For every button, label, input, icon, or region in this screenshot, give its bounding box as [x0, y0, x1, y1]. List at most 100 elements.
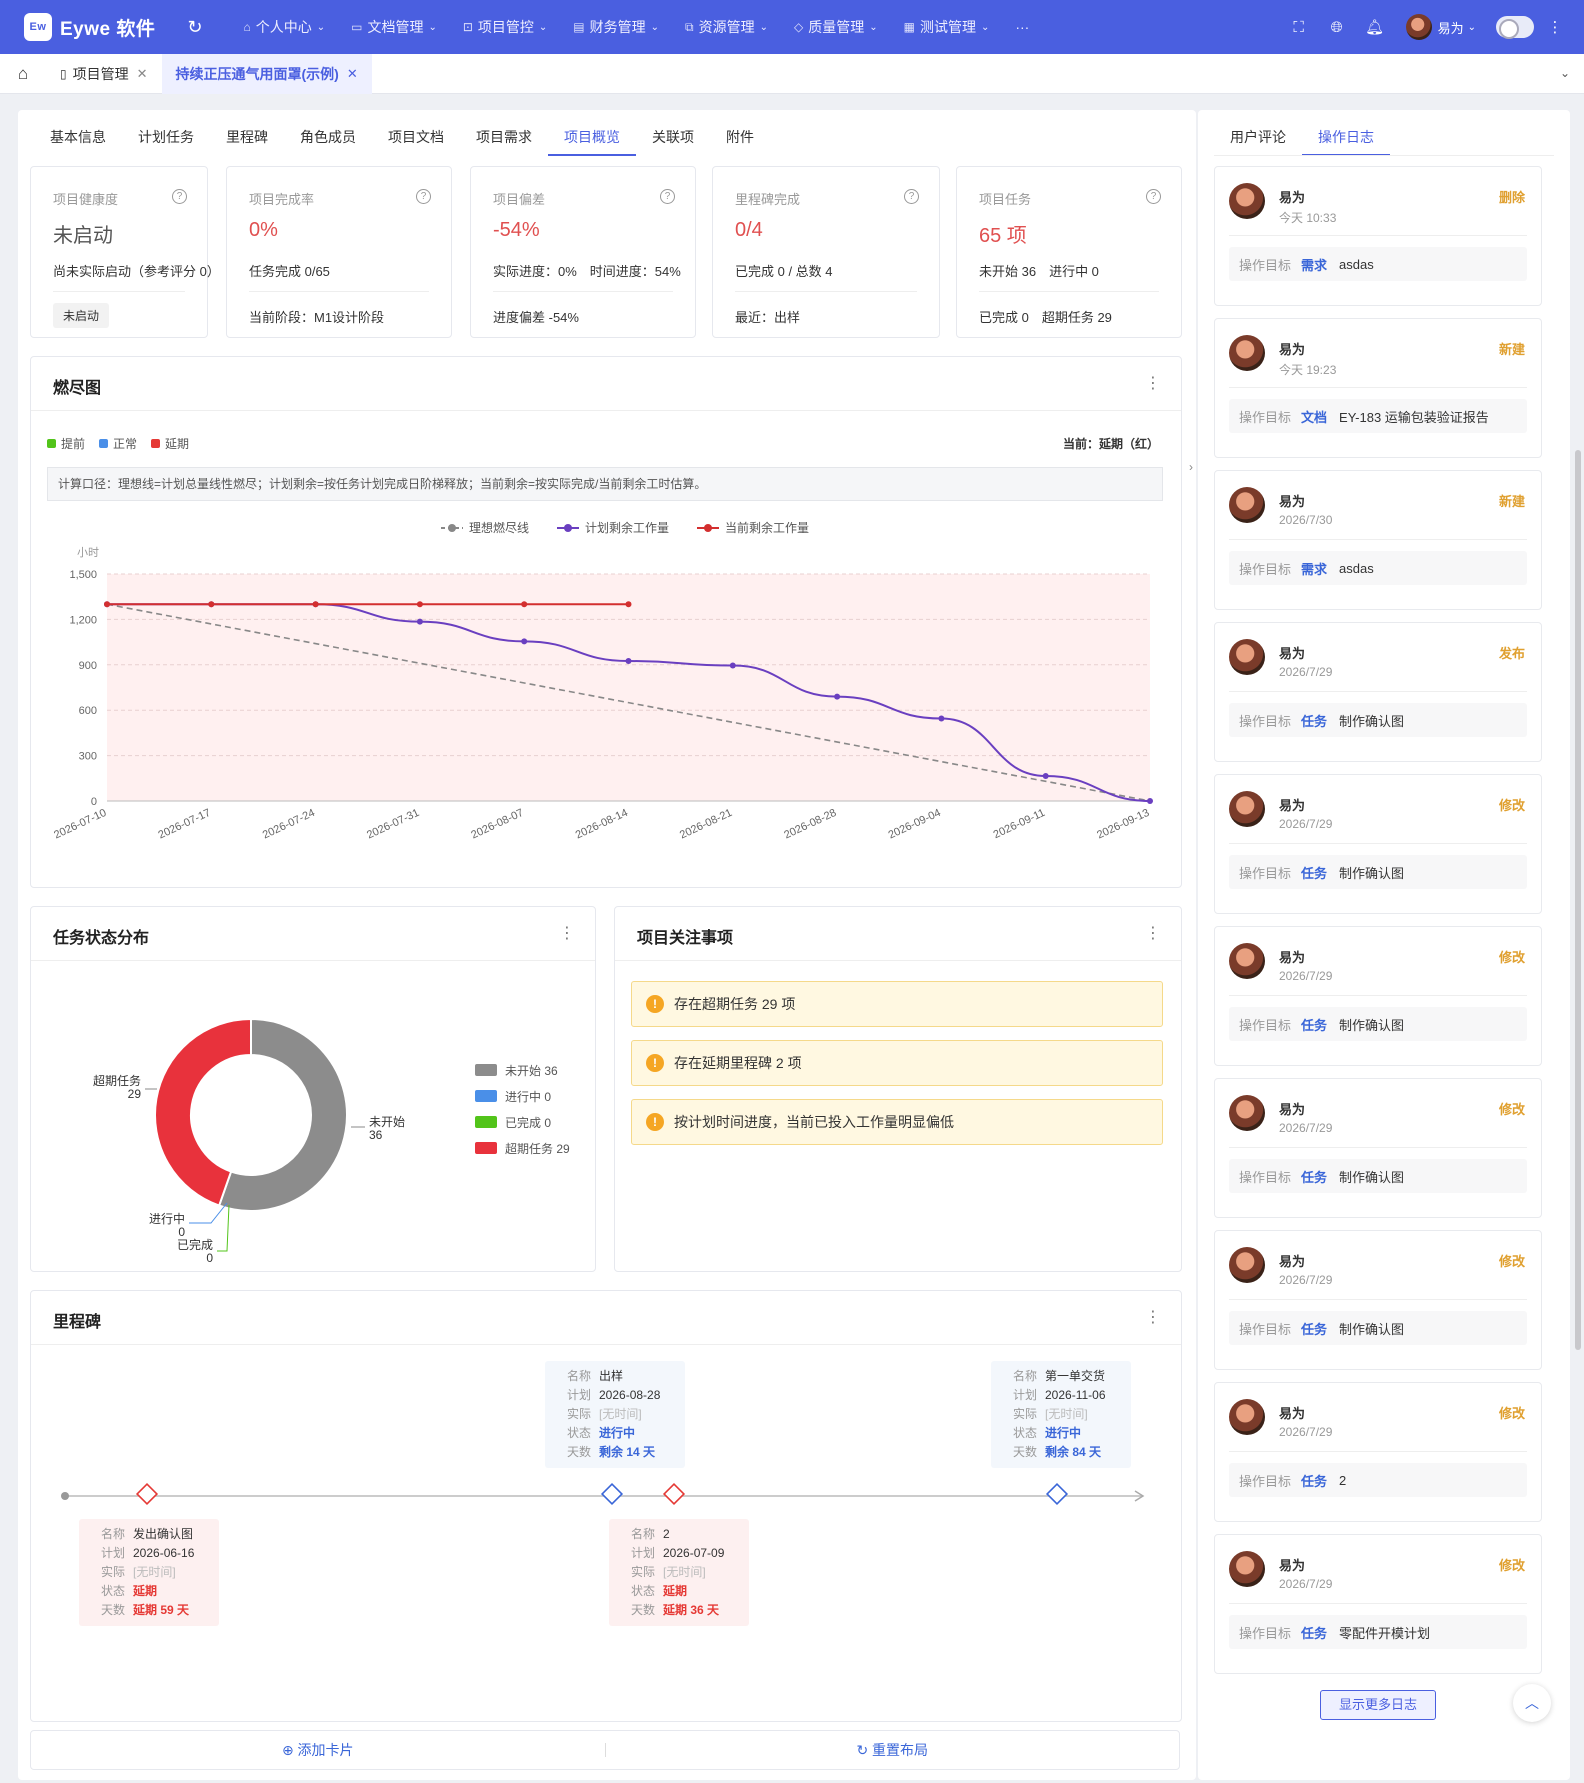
milestone-marker[interactable] — [662, 1482, 686, 1506]
legend-marker — [704, 524, 712, 532]
log-target-name[interactable]: 制作确认图 — [1339, 713, 1405, 729]
log-target-name[interactable]: 制作确认图 — [1339, 1321, 1405, 1337]
more-vertical-icon[interactable]: ⋮ — [559, 925, 575, 942]
log-target-name[interactable]: 2 — [1339, 1472, 1347, 1488]
log-target-type[interactable]: 任务 — [1301, 1473, 1328, 1489]
log-target-type[interactable]: 任务 — [1301, 865, 1328, 881]
subtab-attachments[interactable]: 附件 — [726, 129, 754, 145]
subtab-related[interactable]: 关联项 — [652, 129, 694, 145]
more-vertical-icon[interactable]: ⋮ — [1145, 375, 1161, 392]
log-time: 今天 10:33 — [1279, 211, 1337, 225]
log-target-type[interactable]: 文档 — [1301, 409, 1328, 425]
log-target-name[interactable]: 制作确认图 — [1339, 865, 1405, 881]
log-target[interactable]: 操作目标 任务 制作确认图 — [1229, 1007, 1527, 1041]
subtab-milestones[interactable]: 里程碑 — [226, 129, 268, 145]
data-point — [938, 715, 945, 722]
home-icon[interactable]: ⌂ — [17, 63, 29, 83]
log-target-type[interactable]: 需求 — [1301, 561, 1328, 577]
fullscreen-icon[interactable]: ⛶ — [1293, 18, 1304, 36]
help-icon[interactable]: ? — [416, 189, 431, 204]
log-target-type[interactable]: 任务 — [1301, 713, 1328, 729]
tab-project-detail[interactable]: 持续正压通气用面罩(示例) ✕ — [161, 53, 372, 94]
milestone-marker[interactable] — [135, 1482, 159, 1506]
avatar — [1229, 487, 1265, 523]
help-icon[interactable]: ? — [660, 189, 675, 204]
scroll-top-button[interactable]: ︿ — [1513, 1684, 1551, 1722]
log-target-name[interactable]: 零配件开模计划 — [1339, 1625, 1431, 1641]
menu-more[interactable]: ··· — [1015, 19, 1030, 35]
log-target[interactable]: 操作目标 任务 制作确认图 — [1229, 855, 1527, 889]
legend-label: 已完成 0 — [505, 1115, 551, 1130]
menu-quality-management[interactable]: ◇ 质量管理 ⌄ — [794, 19, 878, 35]
log-target-name[interactable]: 制作确认图 — [1339, 1169, 1405, 1185]
tab-user-comments[interactable]: 用户评论 — [1230, 129, 1286, 145]
subtab-members[interactable]: 角色成员 — [300, 129, 356, 145]
log-target-name[interactable]: asdas — [1339, 560, 1374, 576]
log-entry: 易为 2026/7/29 修改 操作目标 任务 2 — [1214, 1382, 1542, 1522]
log-target[interactable]: 操作目标 任务 零配件开模计划 — [1229, 1615, 1527, 1649]
log-target[interactable]: 操作目标 文档 EY-183 运输包装验证报告 — [1229, 399, 1527, 433]
logo-icon: Ew — [24, 13, 52, 41]
refresh-icon[interactable]: ↻ — [187, 16, 203, 37]
log-target-type[interactable]: 需求 — [1301, 257, 1328, 273]
data-point — [1042, 773, 1049, 780]
menu-personal-center[interactable]: ⌂ 个人中心 ⌄ — [243, 19, 326, 35]
bell-icon[interactable]: 🔔︎ — [1365, 19, 1385, 36]
tab-project-management[interactable]: ▯ 项目管理 ✕ — [60, 65, 148, 82]
milestone-card[interactable]: 名称 2 计划 2026-07-09 实际 [无时间] 状态 延期 天数 延期 36 天 — [609, 1519, 749, 1626]
theme-toggle[interactable] — [1496, 16, 1534, 39]
page-scrollbar[interactable] — [1574, 110, 1582, 1780]
log-target-name[interactable]: asdas — [1339, 256, 1374, 272]
tab-operation-log[interactable]: 操作日志 — [1302, 126, 1390, 156]
help-icon[interactable]: ? — [1146, 189, 1161, 204]
more-vertical-icon[interactable]: ⋮ — [1145, 1309, 1161, 1326]
help-icon[interactable]: ? — [904, 189, 919, 204]
subtab-basic-info[interactable]: 基本信息 — [50, 129, 106, 145]
milestone-marker[interactable] — [1045, 1482, 1069, 1506]
milestone-card[interactable]: 名称 出样 计划 2026-08-28 实际 [无时间] 状态 进行中 天数 剩余 14 … — [545, 1361, 685, 1468]
log-target-name[interactable]: 制作确认图 — [1339, 1017, 1405, 1033]
reset-layout-button[interactable]: ↻ 重置布局 — [856, 1742, 929, 1758]
stat-card-health: 项目健康度 ? 未启动 尚未实际启动（参考评分 0） 未启动 — [30, 166, 220, 338]
milestone-marker[interactable] — [600, 1482, 624, 1506]
show-more-logs-button[interactable]: 显示更多日志 — [1320, 1690, 1436, 1720]
globe-icon[interactable]: 🌐︎ — [1330, 18, 1343, 36]
subtab-requirements[interactable]: 项目需求 — [476, 129, 532, 145]
menu-project-control[interactable]: ⊡ 项目管控 ⌄ — [462, 19, 548, 35]
log-action: 修改 — [1498, 1254, 1525, 1269]
user-menu[interactable]: 易为 ⌄ — [1400, 14, 1476, 40]
more-vertical-icon[interactable]: ⋮ — [1547, 19, 1563, 36]
log-target[interactable]: 操作目标 任务 2 — [1229, 1463, 1527, 1497]
data-point — [625, 658, 632, 665]
add-card-button[interactable]: ⊕ 添加卡片 — [281, 1742, 354, 1758]
menu-finance-management[interactable]: ▤ 财务管理 ⌄ — [573, 19, 660, 35]
subtab-documents[interactable]: 项目文档 — [388, 129, 444, 145]
milestone-card[interactable]: 名称 发出确认图 计划 2026-06-16 实际 [无时间] 状态 延期 天数 延期 5… — [79, 1519, 219, 1626]
menu-resource-management[interactable]: ⧉ 资源管理 ⌄ — [685, 19, 768, 35]
app-logo[interactable]: Ew Eywe 软件 — [24, 13, 155, 41]
log-target[interactable]: 操作目标 任务 制作确认图 — [1229, 1311, 1527, 1345]
more-vertical-icon[interactable]: ⋮ — [1145, 925, 1161, 942]
log-target-type[interactable]: 任务 — [1301, 1017, 1328, 1033]
milestone-card[interactable]: 名称 第一单交货 计划 2026-11-06 实际 [无时间] 状态 进行中 天数 剩余 … — [991, 1361, 1131, 1468]
help-icon[interactable]: ? — [172, 189, 187, 204]
subtab-plan-tasks[interactable]: 计划任务 — [138, 129, 194, 145]
data-point — [208, 601, 215, 608]
chevron-down-icon[interactable]: ⌄ — [1559, 66, 1570, 80]
chevron-right-icon[interactable]: › — [1189, 460, 1193, 474]
data-point — [834, 693, 841, 700]
log-target-type[interactable]: 任务 — [1301, 1169, 1328, 1185]
log-target[interactable]: 操作目标 任务 制作确认图 — [1229, 703, 1527, 737]
log-target-type[interactable]: 任务 — [1301, 1625, 1328, 1641]
subtab-overview[interactable]: 项目概览 — [548, 126, 636, 156]
menu-test-management[interactable]: ▦ 测试管理 ⌄ — [903, 19, 990, 35]
log-target[interactable]: 操作目标 需求 asdas — [1229, 247, 1527, 281]
menu-document-management[interactable]: ▭ 文档管理 ⌄ — [351, 19, 437, 35]
log-target[interactable]: 操作目标 需求 asdas — [1229, 551, 1527, 585]
log-target-type[interactable]: 任务 — [1301, 1321, 1328, 1337]
close-icon[interactable]: ✕ — [346, 65, 358, 81]
close-icon[interactable]: ✕ — [136, 65, 148, 81]
slice-label: 未开始 — [369, 1115, 405, 1129]
log-target-name[interactable]: EY-183 运输包装验证报告 — [1339, 409, 1489, 425]
log-target[interactable]: 操作目标 任务 制作确认图 — [1229, 1159, 1527, 1193]
